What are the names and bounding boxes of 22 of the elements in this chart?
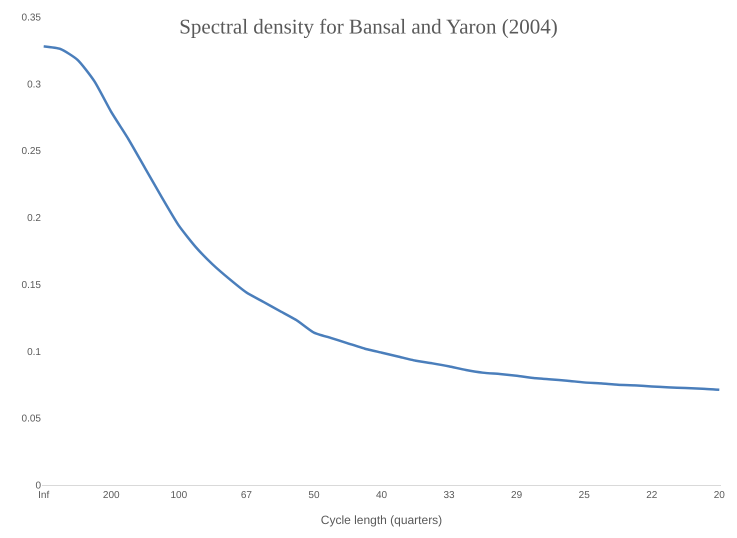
x-tick-label: Inf [38,490,50,501]
y-tick-label: 0.1 [27,346,42,358]
line-series [42,45,721,392]
y-tick-label: 0.15 [22,280,42,291]
y-tick-label: 0 [35,480,42,492]
chart-title: Spectral density for Bansal and Yaron (2004) [179,14,558,39]
y-tick-label: 0.05 [22,414,42,425]
x-tick-label: 20 [714,490,726,501]
x-tick-label: 25 [578,490,590,501]
x-tick-label: 100 [170,490,188,501]
x-tick-label: 50 [308,490,320,501]
y-tick-label: 0.25 [22,146,42,158]
x-tick-label: 40 [376,490,388,501]
y-tick-label: 0.2 [27,213,42,224]
x-tick-label: 67 [240,490,252,501]
x-tick-label: 200 [102,490,120,501]
x-axis-title: Cycle length (quarters) [320,512,442,527]
x-tick-label: 22 [646,490,658,501]
y-tick-label: 0.3 [27,79,42,90]
x-tick-label: 29 [511,490,523,501]
y-tick-label: 0.35 [22,12,42,24]
x-tick-label: 33 [443,490,456,501]
